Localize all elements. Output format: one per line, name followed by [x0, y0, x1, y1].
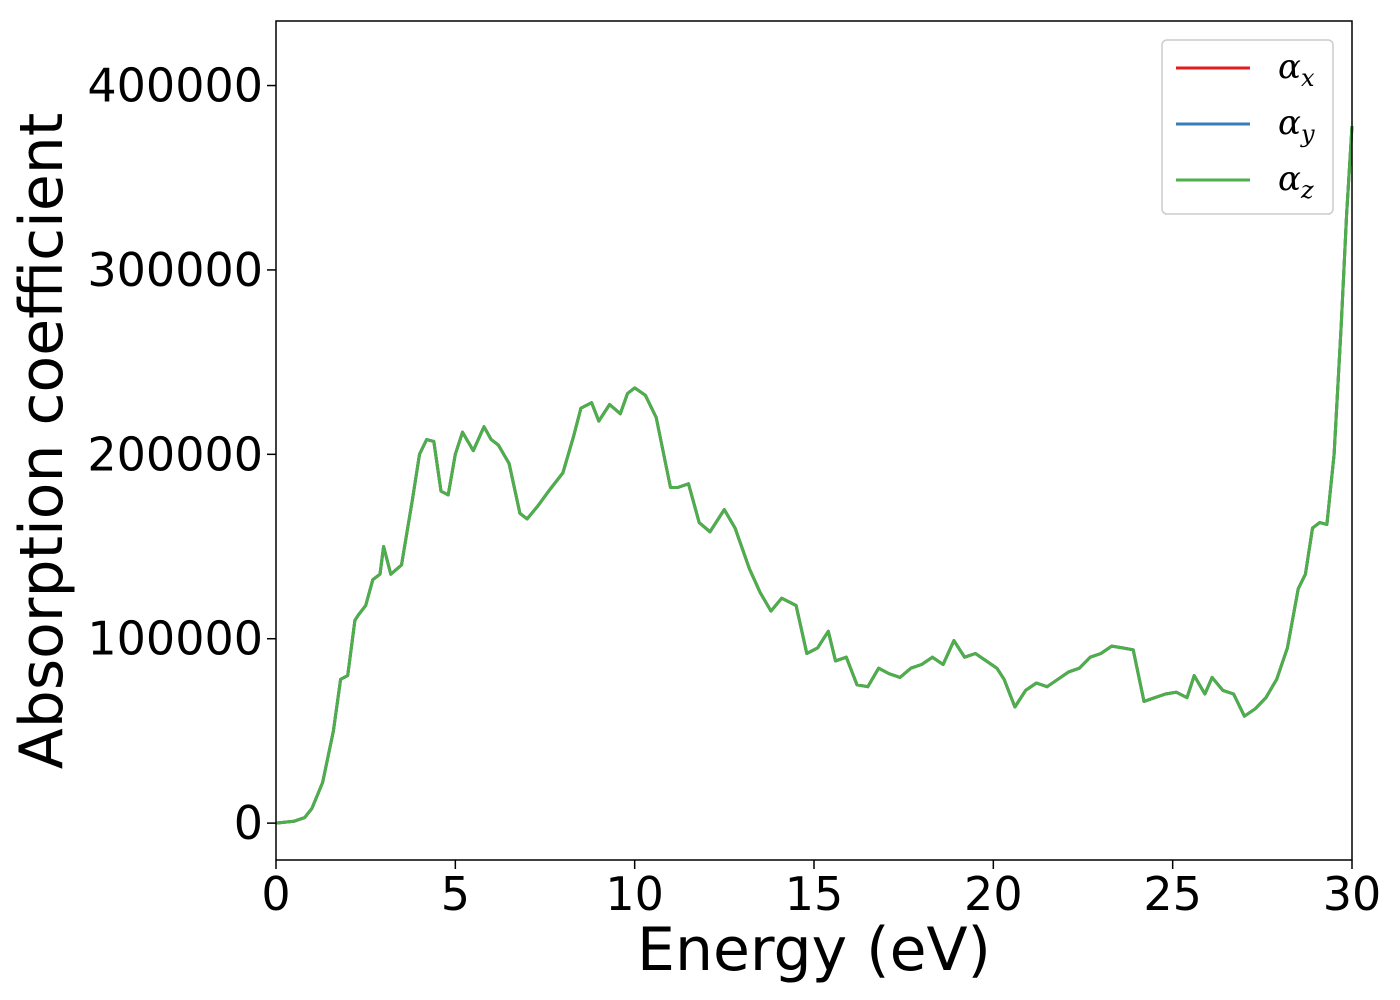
legend-subscript: y [1300, 120, 1315, 148]
x-tick-label: 5 [441, 867, 470, 921]
x-tick-label: 25 [1143, 867, 1202, 921]
y-tick-label: 300000 [87, 243, 263, 297]
y-axis-ticks: 0 100000 200000 300000 400000 [87, 59, 276, 850]
series-line-z [275, 126, 1354, 825]
y-tick-label: 200000 [87, 427, 263, 481]
x-tick-label: 0 [261, 867, 290, 921]
x-tick-label: 20 [964, 867, 1023, 921]
legend-subscript: x [1301, 64, 1315, 92]
legend-symbol: α [1278, 159, 1301, 199]
legend-label-y: αy [1278, 103, 1315, 148]
y-tick-label: 100000 [87, 612, 263, 666]
x-axis-label: Energy (eV) [637, 915, 991, 985]
x-tick-label: 30 [1323, 867, 1382, 921]
legend-label-x: αx [1278, 47, 1315, 92]
x-axis-ticks: 0 5 10 15 20 25 30 [261, 860, 1381, 921]
legend-subscript: z [1300, 176, 1314, 204]
legend-symbol: α [1278, 47, 1301, 87]
legend-box [1161, 39, 1334, 215]
x-tick-label: 10 [605, 867, 664, 921]
legend-label-z: αz [1278, 159, 1314, 204]
y-tick-label: 400000 [87, 59, 263, 113]
legend-symbol: α [1278, 103, 1301, 143]
y-axis-label: Absorption coefficient [7, 113, 77, 770]
x-tick-label: 15 [785, 867, 844, 921]
y-tick-label: 0 [234, 796, 263, 850]
plot-series [275, 126, 1354, 825]
